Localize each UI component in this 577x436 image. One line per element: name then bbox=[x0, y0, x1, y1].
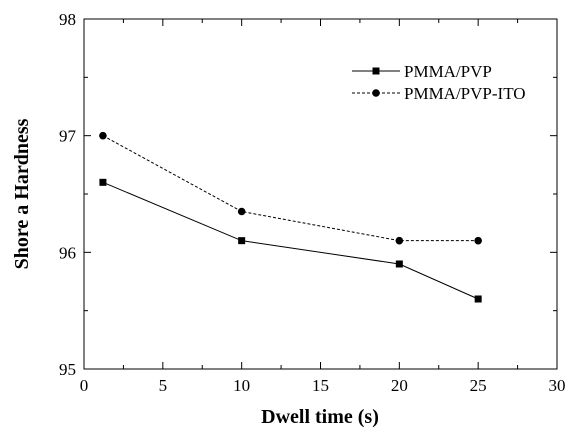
y-tick-label: 96 bbox=[59, 243, 76, 262]
series-1-point bbox=[474, 295, 482, 303]
series-line-2 bbox=[102, 135, 479, 242]
legend-marker-2 bbox=[372, 89, 380, 97]
x-tick-label: 0 bbox=[80, 376, 89, 395]
legend-label-2: PMMA/PVP-ITO bbox=[404, 84, 526, 103]
legend-label-1: PMMA/PVP bbox=[404, 62, 492, 81]
series-1-point bbox=[395, 260, 403, 268]
x-tick-label: 20 bbox=[391, 376, 408, 395]
series-2-point bbox=[99, 131, 107, 140]
y-axis: 95 96 97 98 bbox=[59, 10, 557, 379]
y-tick-label: 95 bbox=[59, 360, 76, 379]
series-2-point bbox=[395, 236, 404, 245]
x-axis: 0 5 10 15 20 25 30 bbox=[80, 19, 566, 395]
x-tick-label: 25 bbox=[470, 376, 487, 395]
series-layer bbox=[99, 131, 482, 303]
series-2-point bbox=[237, 207, 246, 216]
series-line-1 bbox=[102, 181, 479, 300]
x-tick-label: 30 bbox=[549, 376, 566, 395]
y-axis-title: Shore a Hardness bbox=[11, 118, 33, 269]
series-2-point bbox=[474, 236, 482, 245]
x-tick-label: 5 bbox=[159, 376, 168, 395]
x-tick-label: 10 bbox=[233, 376, 250, 395]
x-tick-label: 15 bbox=[312, 376, 329, 395]
y-tick-label: 97 bbox=[59, 127, 77, 146]
x-axis-title: Dwell time (s) bbox=[261, 406, 379, 428]
legend: PMMA/PVP PMMA/PVP-ITO bbox=[352, 62, 526, 103]
y-tick-label: 98 bbox=[59, 10, 76, 29]
legend-marker-1 bbox=[372, 67, 380, 75]
series-1-point bbox=[238, 237, 246, 245]
series-1-point bbox=[99, 178, 107, 186]
